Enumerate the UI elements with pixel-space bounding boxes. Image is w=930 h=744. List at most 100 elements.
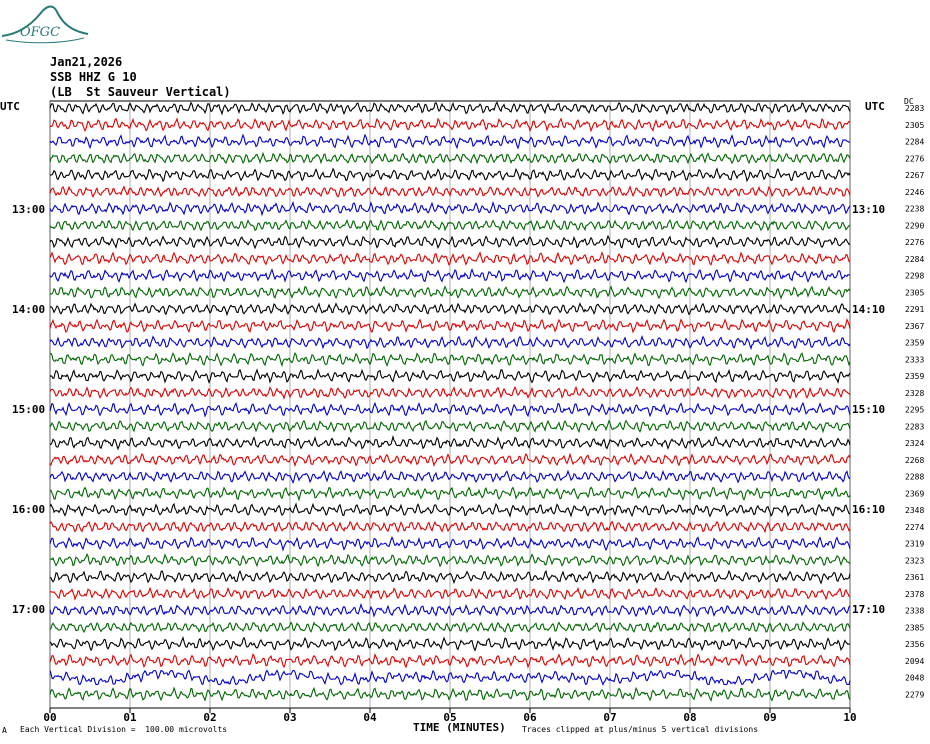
seismic-trace-red	[49, 117, 851, 133]
x-tick-label: 08	[683, 711, 696, 724]
x-tick-label: 05	[443, 711, 456, 724]
right-tick-1410: 14:10	[852, 303, 886, 316]
seismic-trace-green	[50, 552, 851, 568]
x-tick-label: 10	[843, 711, 856, 724]
x-tick-label: 04	[363, 711, 377, 724]
plot-date: Jan21,2026	[50, 55, 123, 69]
x-tick-label: 00	[43, 711, 56, 724]
dc-offset-label: 2361	[905, 573, 924, 582]
seismic-trace-black	[49, 569, 851, 585]
dc-offset-label: 2323	[905, 556, 924, 565]
seismic-trace-green	[49, 621, 851, 634]
dc-offset-label: 2276	[905, 238, 924, 247]
dc-offset-label: 2324	[905, 439, 924, 448]
seismic-trace-blue	[49, 133, 850, 150]
right-tick-1510: 15:10	[852, 403, 886, 416]
dc-offset-label: 2283	[905, 104, 924, 113]
station-code: SSB HHZ G 10	[50, 70, 137, 84]
dc-offset-label: 2359	[905, 339, 924, 348]
left-tick-16: 16:00	[12, 503, 46, 516]
dc-offset-label: 2238	[905, 205, 924, 214]
seismic-trace-blue	[49, 401, 851, 418]
seismic-trace-black	[49, 502, 851, 518]
x-tick-label: 02	[203, 711, 216, 724]
seismic-trace-red	[49, 385, 851, 400]
left-tick-13: 13:00	[12, 203, 46, 216]
seismic-trace-blue	[49, 335, 851, 351]
logo-underline	[5, 37, 85, 44]
dc-offset-label: 2348	[905, 506, 924, 515]
seismic-trace-red	[49, 318, 851, 334]
seismic-trace-blue	[49, 267, 851, 284]
dc-offset-label: 2367	[905, 322, 924, 331]
seismic-trace-red	[49, 452, 851, 468]
seismic-trace-black	[49, 234, 851, 250]
seismic-trace-green	[49, 285, 851, 300]
dc-offset-label: 2295	[905, 406, 924, 415]
scale-note: Each Vertical Division = 100.00 microvol…	[20, 725, 228, 734]
seismic-trace-red	[49, 251, 851, 267]
dc-offset-label: 2305	[905, 288, 924, 297]
ofgc-logo	[1, 5, 89, 44]
seismic-trace-blue	[49, 602, 851, 618]
dc-offset-label: 2268	[905, 456, 924, 465]
dc-offset-label: 2288	[905, 473, 924, 482]
right-utc-label: UTC	[865, 100, 885, 113]
left-tick-15: 15:00	[12, 403, 46, 416]
seismic-trace-black	[49, 635, 851, 652]
right-tick-1610: 16:10	[852, 503, 886, 516]
seismic-trace-green	[49, 419, 851, 434]
dc-offset-label: 2359	[905, 372, 924, 381]
dc-offset-label: 2319	[905, 540, 924, 549]
seismic-trace-black	[49, 167, 851, 183]
x-tick-label: 03	[283, 711, 296, 724]
dc-offset-label: 2298	[905, 272, 924, 281]
seismic-trace-blue	[49, 669, 851, 686]
dc-offset-label: 2284	[905, 138, 924, 147]
dc-offset-label: 2283	[905, 422, 924, 431]
seismic-trace-green	[49, 151, 851, 165]
dc-offset-label: 2333	[905, 355, 924, 364]
dc-offset-label: 2274	[905, 523, 924, 532]
dc-offset-label: 2305	[905, 121, 924, 130]
seismic-trace-green	[49, 219, 851, 232]
logo-swoosh	[1, 5, 89, 37]
seismic-trace-red	[49, 653, 851, 669]
seismic-trace-blue	[49, 200, 851, 217]
seismic-trace-black	[49, 368, 851, 384]
seismic-trace-red	[49, 520, 851, 534]
seismic-trace-green	[49, 486, 851, 502]
dc-offset-label: 2328	[905, 389, 924, 398]
dc-offset-label: 2291	[905, 305, 924, 314]
dc-offset-label: 2378	[905, 590, 924, 599]
x-axis-label: TIME (MINUTES)	[413, 721, 506, 734]
station-location: (LB St Sauveur Vertical)	[50, 85, 231, 99]
right-tick-1310: 13:10	[852, 203, 886, 216]
x-tick-label: 09	[763, 711, 776, 724]
seismic-trace-black	[49, 302, 851, 317]
dc-offset-label: 2048	[905, 674, 924, 683]
left-tick-14: 14:00	[12, 303, 46, 316]
seismic-trace-green	[49, 351, 851, 368]
dc-offset-label: 2267	[905, 171, 924, 180]
seismic-trace-blue	[49, 535, 851, 552]
dc-offset-label: 2385	[905, 623, 924, 632]
dc-offset-label: 2246	[905, 188, 924, 197]
seismic-trace-black	[49, 101, 851, 116]
seismic-trace-blue	[49, 469, 851, 484]
x-tick-label: 06	[523, 711, 537, 724]
left-tick-17: 17:00	[12, 603, 46, 616]
clip-note: Traces clipped at plus/minus 5 vertical …	[522, 725, 759, 734]
dc-offset-label: 2338	[905, 607, 924, 616]
dc-offset-label: 2356	[905, 640, 924, 649]
right-tick-1710: 17:10	[852, 603, 886, 616]
seismic-trace-black	[49, 434, 851, 451]
dc-label: DC	[904, 97, 914, 106]
dc-offset-label: 2290	[905, 221, 924, 230]
x-tick-label: 01	[123, 711, 137, 724]
dc-offset-label: 2284	[905, 255, 924, 264]
dc-offset-label: 2279	[905, 690, 924, 699]
x-tick-label: 07	[603, 711, 616, 724]
seismic-trace-green	[49, 686, 851, 703]
